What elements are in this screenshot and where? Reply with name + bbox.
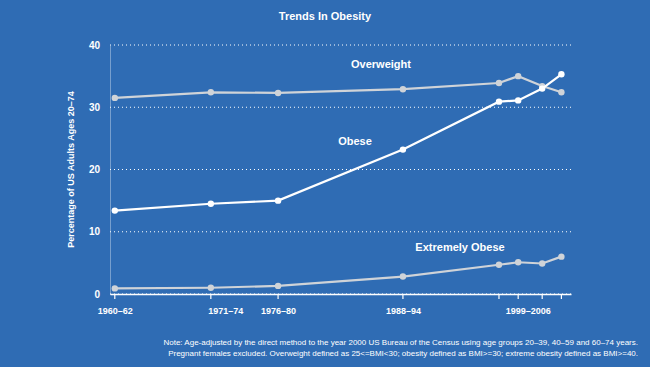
grid-line — [110, 231, 571, 232]
y-axis-line — [110, 46, 111, 295]
grid-line — [110, 294, 571, 295]
grid-line — [110, 107, 571, 108]
series-line — [115, 76, 562, 98]
y-axis: 0 10 20 30 40 — [89, 40, 111, 300]
data-point — [112, 285, 118, 291]
y-tick: 10 — [89, 226, 110, 237]
x-tick-label: 1971–74 — [208, 306, 243, 316]
data-point — [539, 85, 545, 91]
x-tick-label: 1999–2006 — [506, 306, 551, 316]
x-point-tick — [518, 294, 519, 299]
data-point — [496, 98, 502, 104]
data-point — [558, 253, 564, 259]
data-point — [539, 260, 545, 266]
data-point — [400, 146, 406, 152]
x-point-tick — [542, 294, 543, 299]
x-axis-line — [111, 294, 572, 296]
data-point — [515, 259, 521, 265]
x-point-ticks — [115, 294, 562, 299]
data-point — [208, 89, 214, 95]
data-point — [112, 207, 118, 213]
y-tick: 0 — [94, 289, 110, 300]
y-tick: 40 — [89, 40, 110, 51]
note: Pregnant females excluded. Overweight de… — [168, 349, 638, 358]
background — [0, 0, 650, 367]
y-tick-label: 30 — [89, 102, 101, 113]
data-point — [275, 197, 281, 203]
series-label: Overweight — [351, 58, 411, 70]
series-label: Obese — [338, 135, 372, 147]
y-tick-label: 40 — [89, 40, 101, 51]
grid-line — [110, 45, 571, 46]
x-tick-label: 1988–94 — [386, 306, 421, 316]
x-axis: 1960–62 1971–74 1976–80 1988–94 1999–2006 — [98, 294, 572, 316]
data-point — [496, 80, 502, 86]
data-point — [400, 86, 406, 92]
data-point — [208, 285, 214, 291]
data-point — [208, 201, 214, 207]
grid — [110, 45, 571, 294]
x-tick: 1976–80 — [261, 294, 296, 316]
data-point — [275, 90, 281, 96]
x-point-tick — [561, 294, 562, 299]
x-point-tick — [114, 294, 115, 299]
grid-line — [110, 169, 571, 170]
x-tick: 1960–62 — [98, 294, 133, 316]
title: Trends In Obesity — [279, 10, 372, 22]
x-point-tick — [402, 294, 403, 299]
x-tick: 1971–74 — [208, 294, 243, 316]
y-tick-label: 10 — [89, 226, 101, 237]
y-tick-label: 20 — [89, 164, 101, 175]
x-tick: 1999–2006 — [506, 294, 551, 316]
x-tick-label: 1960–62 — [98, 306, 133, 316]
plot-area — [112, 71, 565, 292]
data-point — [400, 273, 406, 279]
x-point-tick — [210, 294, 211, 299]
series-line — [115, 74, 562, 210]
y-tick-label: 0 — [94, 289, 100, 300]
data-point — [558, 89, 564, 95]
data-point — [515, 73, 521, 79]
note: Note: Age-adjusted by the direct method … — [163, 338, 638, 347]
series-line — [115, 257, 562, 289]
y-tick: 30 — [89, 102, 110, 113]
x-tick-label: 1976–80 — [261, 306, 296, 316]
y-axis-title: Percentage of US Adults Ages 20–74 — [66, 91, 76, 247]
x-tick: 1988–94 — [386, 294, 421, 316]
data-point — [515, 97, 521, 103]
data-point — [558, 71, 564, 77]
series-label: Extremely Obese — [415, 241, 504, 253]
x-point-tick — [498, 294, 499, 299]
data-point — [496, 262, 502, 268]
data-point — [275, 283, 281, 289]
chart: Trends In Obesity Percentage of US Adults… — [0, 0, 650, 367]
y-tick: 20 — [89, 164, 110, 175]
x-point-tick — [277, 294, 278, 299]
data-point — [112, 95, 118, 101]
